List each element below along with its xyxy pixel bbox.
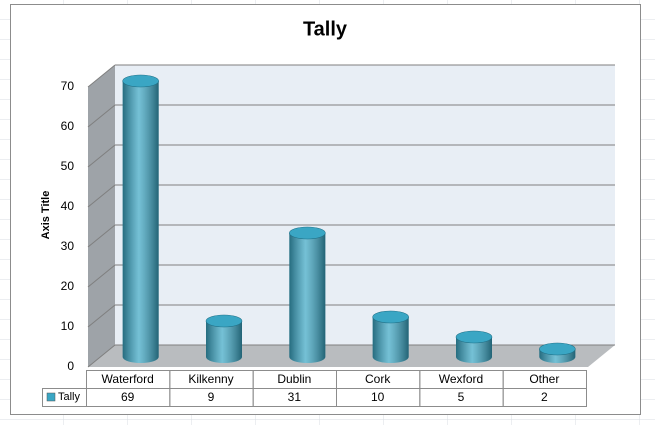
grid-line (87, 264, 116, 288)
back-wall (115, 65, 615, 345)
table-value: 5 (458, 390, 465, 404)
grid-line (87, 224, 116, 248)
cylinder-top (205, 314, 243, 328)
cylinder-top (539, 342, 576, 356)
y-axis-title: Axis Title (40, 191, 52, 240)
x-tick-label: Waterford (102, 372, 154, 386)
y-tick-label: 70 (61, 79, 75, 93)
x-tick-label: Cork (365, 372, 391, 386)
cylinder-top (122, 74, 159, 88)
floor (88, 345, 615, 367)
cylinder-shade (289, 233, 326, 363)
grid-line (87, 304, 116, 328)
cylinder-shade (122, 81, 159, 363)
y-tick-label: 60 (61, 119, 75, 133)
y-tick-label: 50 (61, 159, 75, 173)
grid-line (87, 104, 116, 128)
legend-swatch (46, 392, 56, 402)
table-value: 31 (288, 390, 302, 404)
grid-line (87, 344, 116, 368)
y-tick-label: 10 (61, 319, 75, 333)
grid-line (87, 144, 116, 168)
cylinder-shade (206, 321, 242, 363)
table-value: 9 (208, 390, 215, 404)
x-tick-label: Wexford (439, 372, 483, 386)
chart-title: Tally (303, 18, 348, 40)
x-tick-label: Dublin (277, 372, 311, 386)
side-wall (88, 65, 115, 367)
cylinder-shade (456, 337, 492, 363)
cylinder-shade (372, 317, 409, 363)
legend-label: Tally (58, 391, 81, 403)
cylinder-top (289, 226, 326, 240)
x-tick-label: Kilkenny (188, 372, 233, 386)
grid-line (87, 184, 116, 208)
y-tick-label: 40 (61, 199, 75, 213)
table-cell (502, 388, 587, 407)
y-tick-label: 30 (61, 239, 75, 253)
grid-line (87, 64, 116, 88)
table-value: 10 (371, 390, 385, 404)
table-value: 69 (121, 390, 135, 404)
cylinder-top (372, 310, 409, 324)
table-value: 2 (541, 390, 548, 404)
y-tick-label: 0 (67, 359, 74, 373)
x-tick-label: Other (529, 372, 559, 386)
cylinder-top (455, 330, 493, 344)
y-tick-label: 20 (61, 279, 75, 293)
